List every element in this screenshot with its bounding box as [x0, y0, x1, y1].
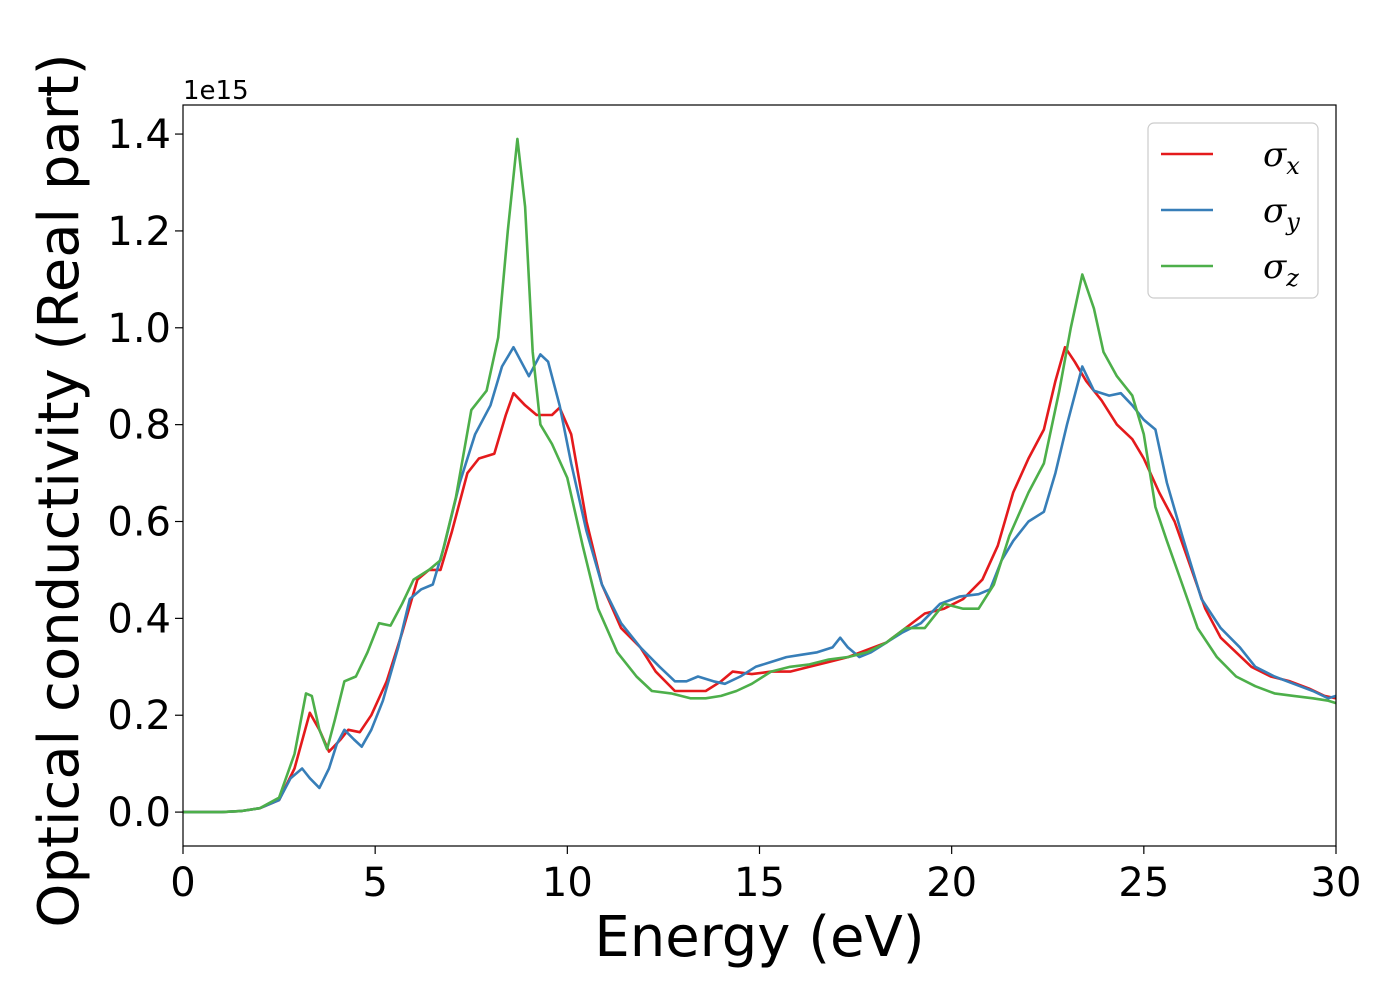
y-tick-label: 0.0	[107, 790, 171, 836]
x-tick-label: 30	[1311, 860, 1362, 906]
legend-item-z: σz	[1161, 247, 1299, 292]
y-tick-label: 0.8	[107, 403, 171, 449]
y-tick-label: 1.4	[107, 112, 171, 158]
y-axis-label: Optical conductivity (Real part)	[27, 53, 92, 927]
x-tick-label: 10	[542, 860, 593, 906]
legend-label: σz	[1263, 247, 1299, 292]
series-line-z	[183, 137, 1336, 814]
legend-item-x: σx	[1161, 135, 1300, 180]
y-offset-text: 1e15	[183, 76, 249, 106]
x-tick-label: 25	[1118, 860, 1169, 906]
legend-item-y: σy	[1161, 191, 1300, 236]
x-tick-label: 5	[362, 860, 387, 906]
series-line-x	[183, 345, 1336, 814]
legend-label: σy	[1263, 191, 1300, 236]
x-tick-label: 15	[734, 860, 785, 906]
series-line-y	[183, 345, 1336, 814]
legend-label: σx	[1263, 135, 1300, 180]
y-tick-label: 1.0	[107, 306, 171, 352]
x-axis: 0 5 10 15 20 25 30	[170, 846, 1361, 906]
legend: σx σy σz	[1147, 122, 1319, 299]
y-tick-label: 0.6	[107, 500, 171, 546]
x-tick-label: 20	[926, 860, 977, 906]
y-tick-label: 0.2	[107, 693, 171, 739]
x-tick-label: 0	[170, 860, 195, 906]
y-axis: 0.0 0.2 0.4 0.6 0.8 1.0 1.2 1.4	[107, 112, 183, 836]
x-axis-label: Energy (eV)	[594, 905, 924, 970]
y-tick-label: 0.4	[107, 596, 171, 642]
series-layer	[183, 137, 1336, 814]
y-tick-label: 1.2	[107, 209, 171, 255]
legend-box	[1147, 122, 1319, 299]
